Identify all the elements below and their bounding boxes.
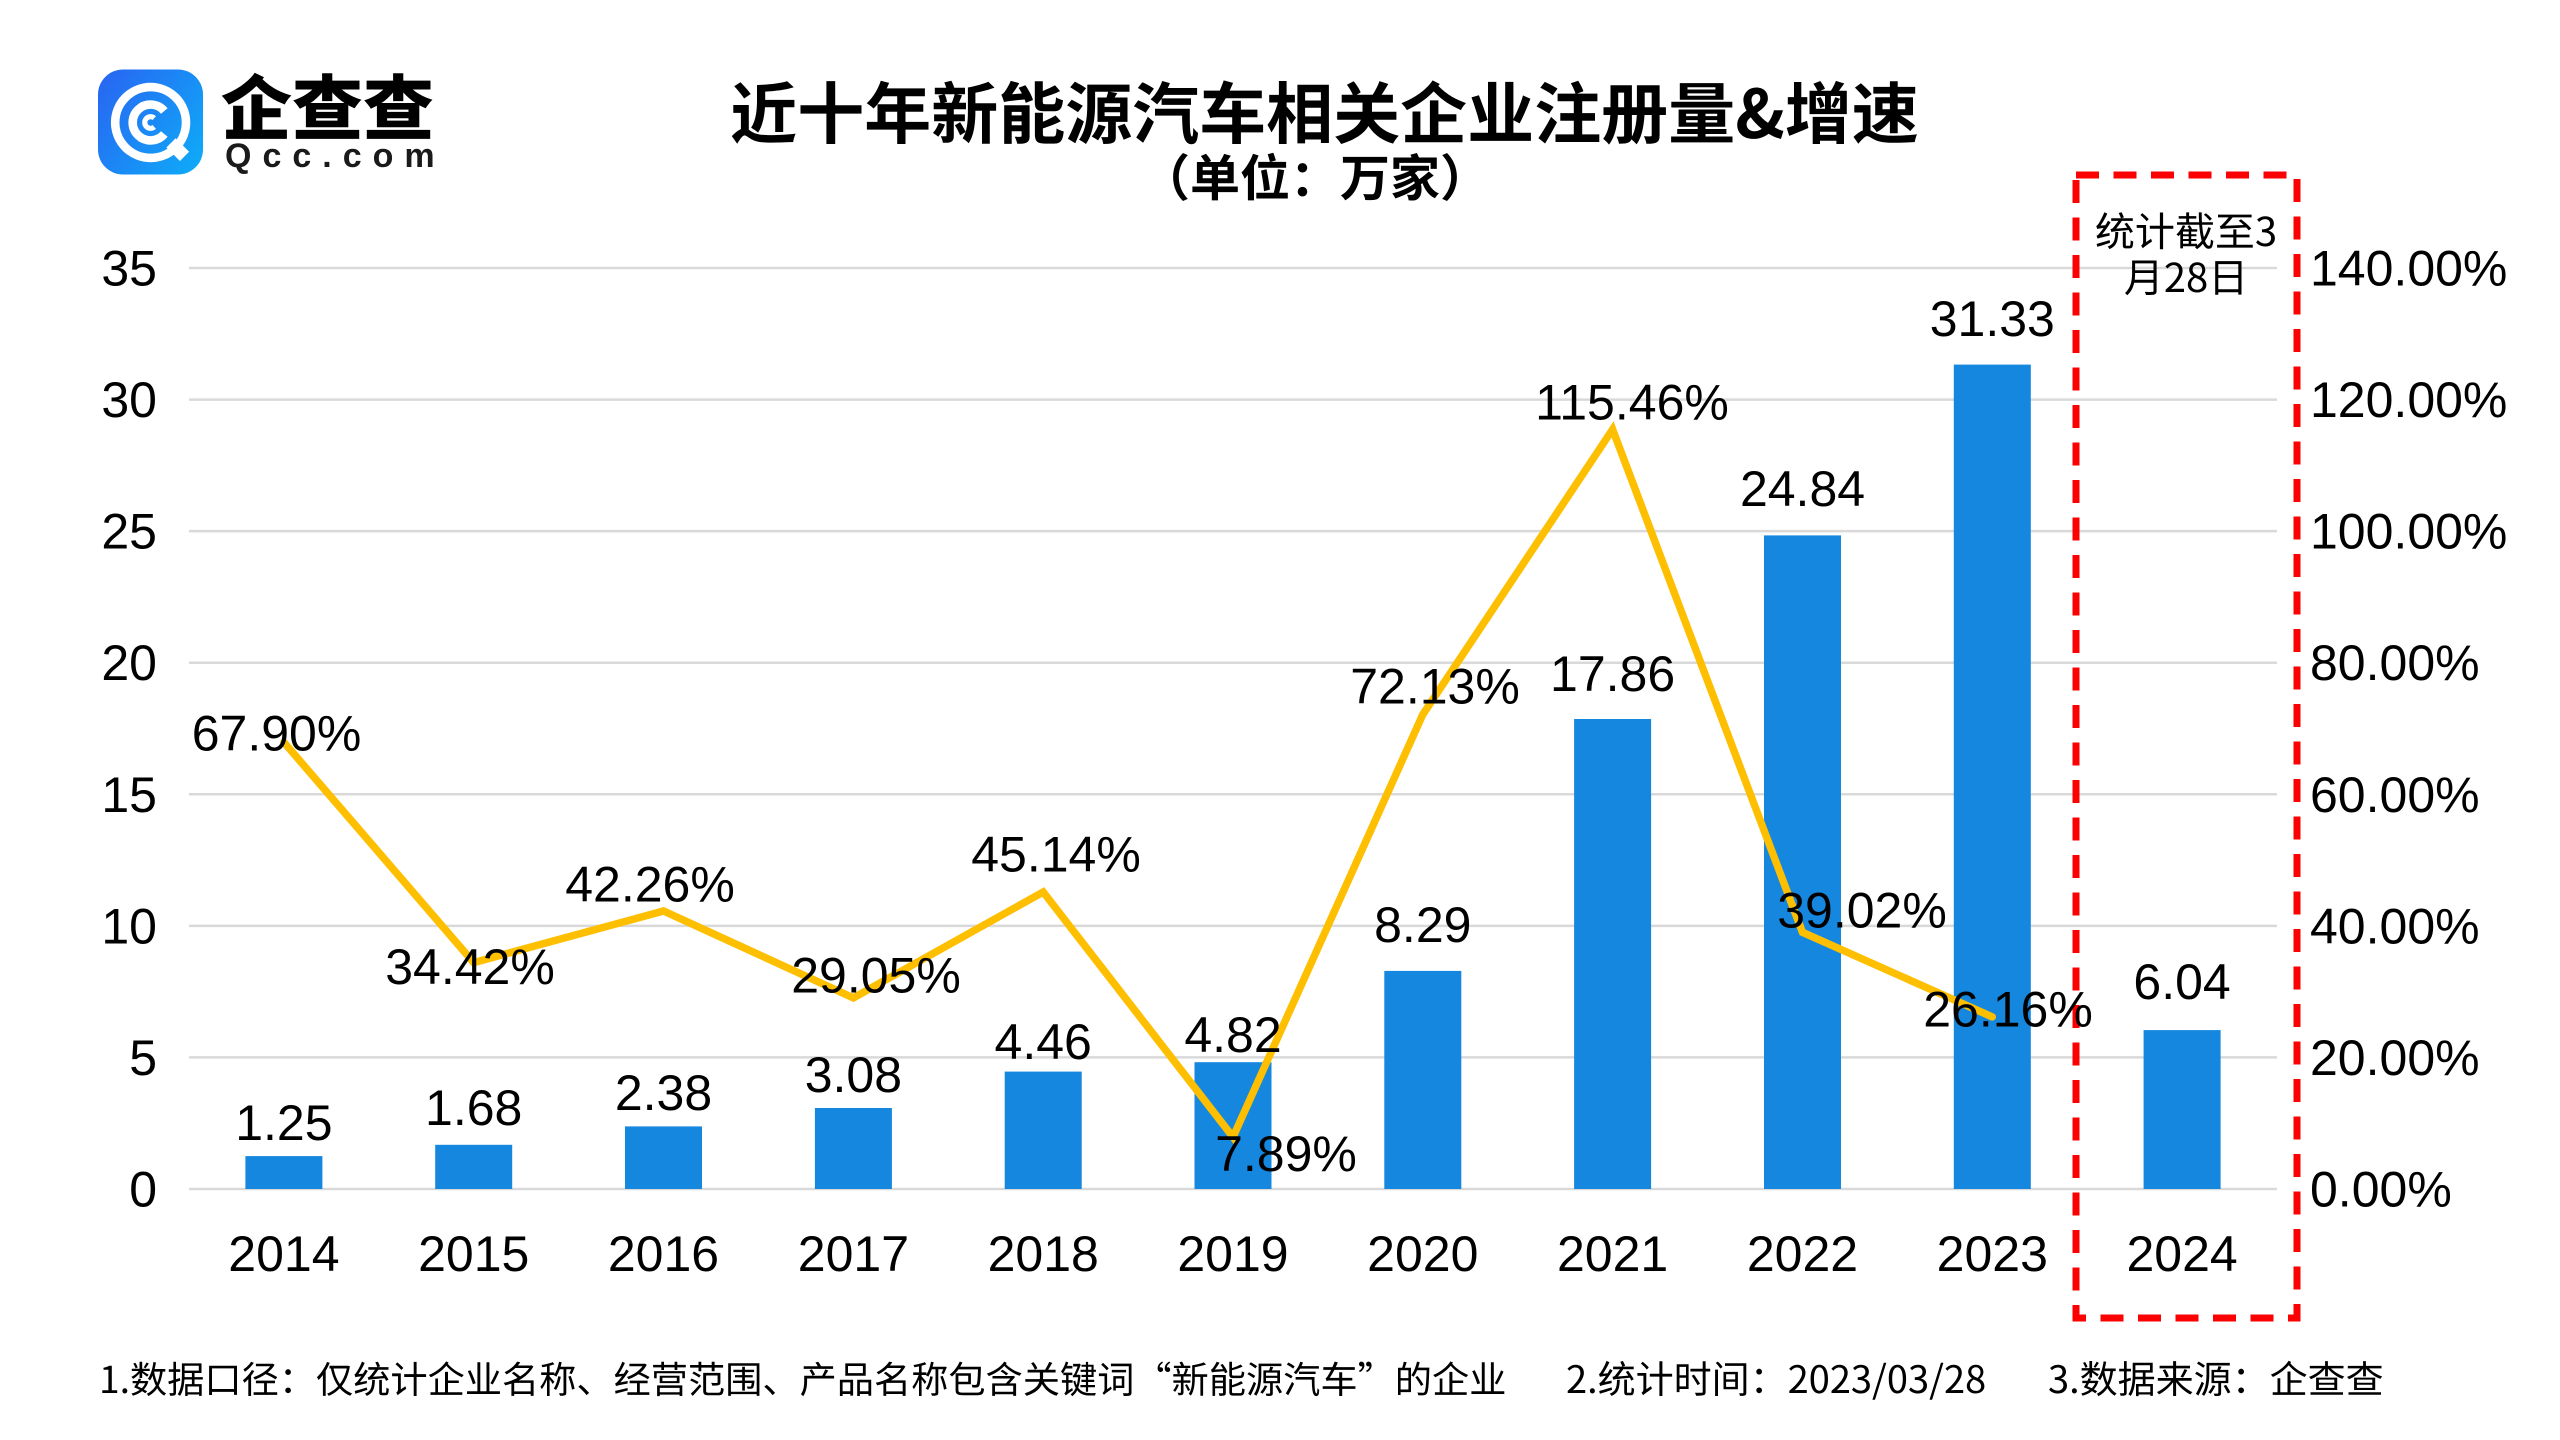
svg-text:1.68: 1.68 (425, 1080, 522, 1136)
svg-text:2015: 2015 (418, 1226, 529, 1282)
svg-text:40.00%: 40.00% (2310, 898, 2480, 954)
svg-text:80.00%: 80.00% (2310, 635, 2480, 691)
svg-text:1.25: 1.25 (235, 1095, 332, 1151)
svg-text:24.84: 24.84 (1740, 461, 1865, 517)
svg-text:45.14%: 45.14% (971, 827, 1141, 883)
svg-text:6.04: 6.04 (2133, 954, 2230, 1010)
svg-text:29.05%: 29.05% (791, 948, 961, 1004)
svg-text:20.00%: 20.00% (2310, 1030, 2480, 1086)
svg-text:31.33: 31.33 (1930, 291, 2055, 347)
svg-text:60.00%: 60.00% (2310, 767, 2480, 823)
svg-text:4.82: 4.82 (1184, 1007, 1281, 1063)
svg-text:4.46: 4.46 (995, 1014, 1092, 1070)
svg-text:2018: 2018 (988, 1226, 1099, 1282)
svg-text:2021: 2021 (1557, 1226, 1668, 1282)
svg-text:2.38: 2.38 (615, 1065, 712, 1121)
svg-text:140.00%: 140.00% (2310, 241, 2507, 297)
svg-text:Qcc.com: Qcc.com (225, 137, 446, 175)
svg-text:115.46%: 115.46% (1535, 375, 1729, 431)
svg-text:100.00%: 100.00% (2310, 504, 2507, 560)
svg-text:120.00%: 120.00% (2310, 372, 2507, 428)
svg-text:0: 0 (129, 1162, 157, 1218)
svg-text:15: 15 (101, 767, 157, 823)
svg-text:0.00%: 0.00% (2310, 1162, 2452, 1218)
svg-text:39.02%: 39.02% (1777, 883, 1947, 939)
svg-text:2014: 2014 (228, 1226, 339, 1282)
svg-text:42.26%: 42.26% (565, 857, 735, 913)
svg-text:25: 25 (101, 504, 157, 560)
svg-text:72.13%: 72.13% (1350, 659, 1520, 715)
svg-text:3.08: 3.08 (805, 1047, 902, 1103)
svg-text:2019: 2019 (1177, 1226, 1288, 1282)
svg-text:2016: 2016 (608, 1226, 719, 1282)
svg-text:2020: 2020 (1367, 1226, 1478, 1282)
svg-text:10: 10 (101, 898, 157, 954)
svg-text:17.86: 17.86 (1550, 646, 1675, 702)
svg-text:2017: 2017 (798, 1226, 909, 1282)
svg-text:35: 35 (101, 241, 157, 297)
svg-text:26.16%: 26.16% (1923, 981, 2093, 1037)
svg-text:20: 20 (101, 635, 157, 691)
svg-text:2023: 2023 (1937, 1226, 2048, 1282)
svg-text:5: 5 (129, 1030, 157, 1086)
svg-text:34.42%: 34.42% (385, 939, 555, 995)
svg-text:2024: 2024 (2126, 1226, 2237, 1282)
svg-text:2022: 2022 (1747, 1226, 1858, 1282)
svg-text:8.29: 8.29 (1374, 897, 1471, 953)
svg-text:7.89%: 7.89% (1215, 1126, 1357, 1182)
svg-text:67.90%: 67.90% (192, 706, 362, 762)
svg-text:30: 30 (101, 372, 157, 428)
